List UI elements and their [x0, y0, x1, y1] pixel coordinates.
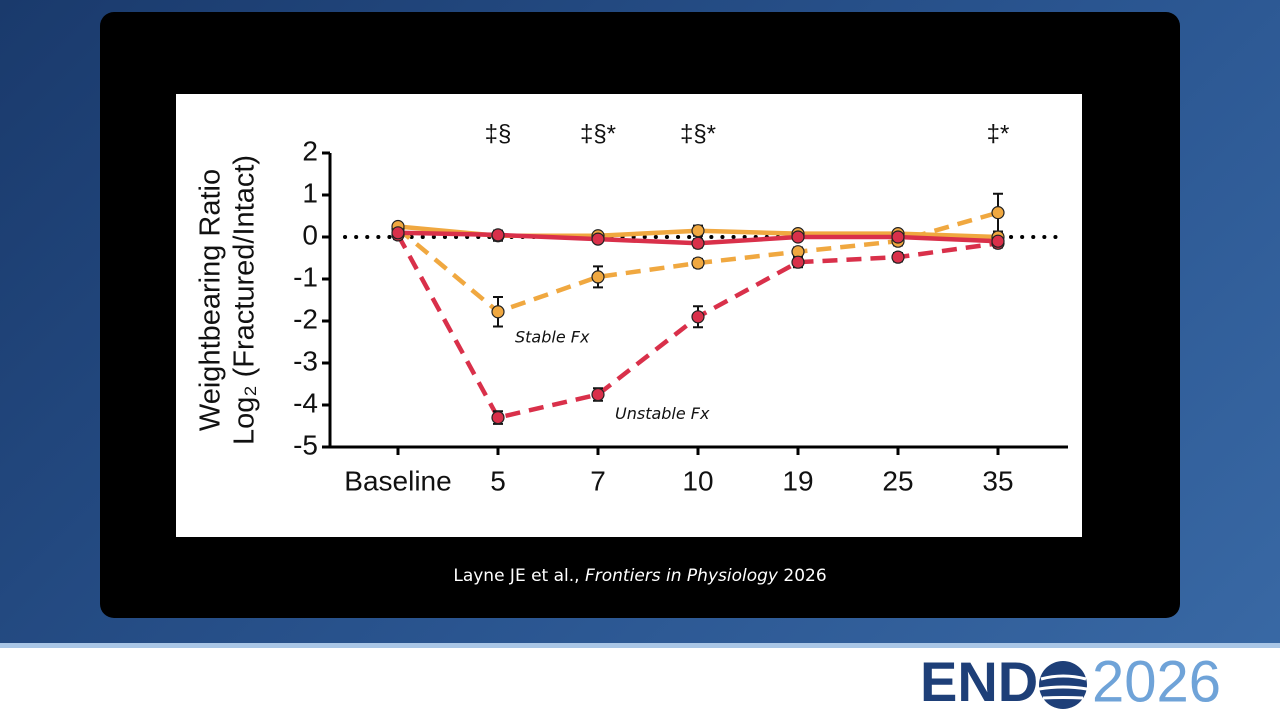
y-axis-label: Weightbearing Ratio: [195, 169, 227, 431]
data-point: [791, 230, 805, 244]
significance-label: ‡*: [987, 120, 1010, 147]
logo: END 2026: [920, 649, 1221, 714]
significance-label: ‡§*: [580, 120, 616, 147]
y-tick-label: -1: [293, 261, 318, 292]
x-tick-label: 35: [982, 465, 1013, 496]
logo-globe: [1039, 661, 1087, 709]
citation-journal: Frontiers in Physiology: [584, 566, 778, 586]
y-tick-label: -4: [293, 387, 318, 418]
data-point: [891, 230, 905, 244]
y-tick-label: 0: [302, 219, 318, 250]
data-point: [791, 255, 805, 269]
data-point: [591, 232, 605, 246]
logo-globe-lines: [1038, 674, 1088, 700]
x-tick-label: 7: [590, 465, 606, 496]
y-tick-label: 1: [302, 177, 318, 208]
y-tick-label: 2: [302, 135, 318, 166]
data-point: [991, 206, 1005, 220]
data-point: [491, 228, 505, 242]
citation-authors: Layne JE et al.,: [453, 566, 580, 586]
y-tick-label: -3: [293, 345, 318, 376]
data-point: [491, 411, 505, 425]
x-tick-label: 10: [682, 465, 713, 496]
data-point: [691, 224, 705, 238]
significance-label: ‡§: [485, 120, 512, 147]
y-tick-label: -2: [293, 303, 318, 334]
data-point: [591, 387, 605, 402]
x-tick-label: 5: [490, 465, 506, 496]
data-point: [391, 226, 405, 240]
data-point: [691, 256, 705, 270]
significance-label: ‡§*: [680, 120, 716, 147]
logo-left: END: [920, 650, 1038, 713]
data-point: [491, 305, 505, 319]
series-label: Unstable Fx: [615, 404, 710, 423]
logo-right: 2026: [1092, 649, 1221, 714]
data-point: [891, 250, 905, 264]
data-point: [691, 236, 705, 250]
y-axis-label: Log₂ (Fractured/Intact): [229, 155, 261, 445]
series-label: Stable Fx: [515, 327, 590, 346]
y-tick-label: -5: [293, 429, 318, 460]
x-tick-label: Baseline: [344, 465, 451, 496]
data-point: [991, 234, 1005, 248]
data-point: [691, 310, 705, 324]
citation: Layne JE et al., Frontiers in Physiology…: [100, 566, 1180, 586]
x-tick-label: 25: [882, 465, 913, 496]
data-point: [591, 270, 605, 284]
chart: -5 -4 -3 -2 -1 0 1 2 Baseline 5 7 10 19 25 35 Weightbea…: [176, 94, 1082, 537]
citation-year: 2026: [783, 566, 827, 586]
x-tick-label: 19: [782, 465, 813, 496]
